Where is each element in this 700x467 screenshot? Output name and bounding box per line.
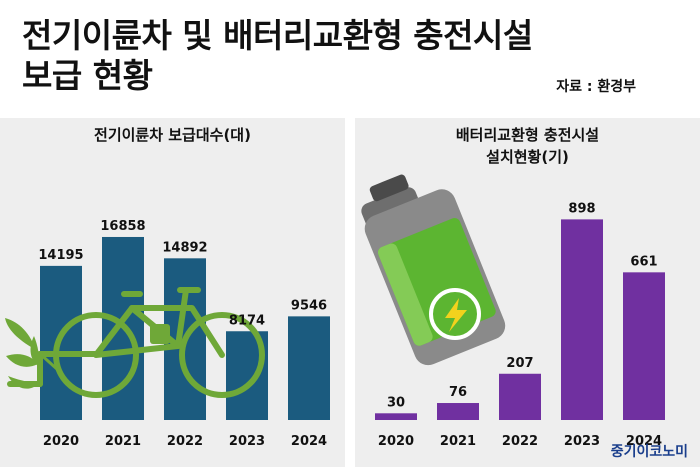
stations-value-label-2021: 76 xyxy=(449,385,467,400)
page-title-line-1: 전기이륜차 및 배터리교환형 충전시설 xyxy=(22,16,533,55)
stations-value-label-2023: 898 xyxy=(568,201,595,216)
page-title-line-2: 보급 현황 xyxy=(22,56,153,95)
vehicles-bar-2020 xyxy=(40,265,82,420)
vehicles-value-label-2021: 16858 xyxy=(100,219,145,234)
vehicles-bar-2024 xyxy=(288,316,330,420)
stations-tick-label-2022: 2022 xyxy=(502,434,538,449)
chart-title-right-line-1: 배터리교환형 충전시설 xyxy=(455,126,600,144)
lightning-icon xyxy=(429,288,481,340)
stations-bar-2023 xyxy=(561,219,603,420)
vehicles-tick-label-2023: 2023 xyxy=(229,434,265,449)
bar-chart-stations: 30 2020 76 2021 207 2022 898 2023 661 2024 xyxy=(361,174,665,449)
bicycle-icon xyxy=(7,287,265,398)
source-note: 자료 : 환경부 xyxy=(556,79,636,95)
vehicles-tick-label-2021: 2021 xyxy=(105,434,141,449)
vehicles-tick-label-2022: 2022 xyxy=(167,434,203,449)
vehicles-tick-label-2024: 2024 xyxy=(291,434,327,449)
stations-tick-label-2020: 2020 xyxy=(378,434,414,449)
stations-bar-2020 xyxy=(375,413,417,420)
stations-tick-label-2021: 2021 xyxy=(440,434,476,449)
chart-title-right-line-2: 설치현황(기) xyxy=(486,148,569,166)
publisher-logo: 중기이코노미 xyxy=(610,444,688,460)
stations-value-label-2024: 661 xyxy=(630,254,657,269)
page-title: 전기이륜차 및 배터리교환형 충전시설 보급 현황 xyxy=(22,16,533,96)
stations-value-label-2022: 207 xyxy=(506,356,533,371)
chart-title-left-line-1: 전기이륜차 보급대수(대) xyxy=(94,126,251,144)
stations-value-label-2020: 30 xyxy=(387,395,405,410)
chart-title-left: 전기이륜차 보급대수(대) xyxy=(0,124,345,146)
bar-chart-vehicles: 14195 2020 16858 2021 14892 2022 8174 2023 9546 2… xyxy=(5,219,330,449)
chart-panel-right: 배터리교환형 충전시설 설치현황(기) 30 2020 76 2021 207 2022 8… xyxy=(355,118,700,467)
chart-panel-left: 전기이륜차 보급대수(대) 14195 2020 16858 2021 14892 202… xyxy=(0,118,345,467)
vehicles-tick-label-2020: 2020 xyxy=(43,434,79,449)
stations-bar-2024 xyxy=(623,272,665,420)
stations-bar-2022 xyxy=(499,373,541,420)
battery-icon xyxy=(361,174,506,366)
stations-tick-label-2024: 2024 xyxy=(626,434,662,449)
vehicles-value-label-2020: 14195 xyxy=(38,248,83,263)
vehicles-value-label-2022: 14892 xyxy=(162,240,207,255)
chart-title-right: 배터리교환형 충전시설 설치현황(기) xyxy=(355,124,700,168)
vehicles-value-label-2024: 9546 xyxy=(291,298,327,313)
stations-tick-label-2023: 2023 xyxy=(564,434,600,449)
stations-bar-2021 xyxy=(437,403,479,420)
vehicles-value-label-2023: 8174 xyxy=(229,313,265,328)
